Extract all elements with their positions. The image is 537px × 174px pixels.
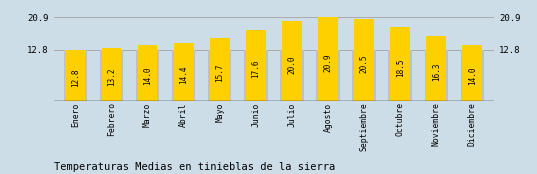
Bar	[425, 50, 448, 101]
Bar	[101, 48, 121, 101]
Bar	[63, 50, 87, 101]
Text: 15.7: 15.7	[215, 63, 224, 82]
Text: 13.2: 13.2	[107, 68, 116, 86]
Bar	[316, 50, 340, 101]
Bar	[354, 19, 374, 101]
Text: 14.0: 14.0	[468, 66, 477, 85]
Bar	[173, 43, 193, 101]
Bar	[172, 50, 195, 101]
Text: 14.0: 14.0	[143, 66, 152, 85]
Bar	[282, 21, 302, 101]
Bar	[137, 45, 157, 101]
Text: 12.8: 12.8	[71, 69, 80, 87]
Text: 20.9: 20.9	[323, 54, 332, 72]
Bar	[66, 50, 85, 101]
Bar	[210, 38, 230, 101]
Bar	[426, 35, 446, 101]
Bar	[208, 50, 231, 101]
Text: 20.0: 20.0	[287, 56, 296, 74]
Bar	[246, 30, 266, 101]
Text: 16.3: 16.3	[432, 62, 441, 81]
Bar	[388, 50, 412, 101]
Text: Temperaturas Medias en tinieblas de la sierra: Temperaturas Medias en tinieblas de la s…	[54, 162, 335, 172]
Bar	[244, 50, 267, 101]
Text: 14.4: 14.4	[179, 66, 188, 84]
Bar	[280, 50, 303, 101]
Bar	[136, 50, 159, 101]
Bar	[352, 50, 376, 101]
Bar	[461, 50, 484, 101]
Bar	[390, 27, 410, 101]
Text: 18.5: 18.5	[396, 58, 405, 77]
Bar	[100, 50, 123, 101]
Text: 17.6: 17.6	[251, 60, 260, 78]
Bar	[318, 17, 338, 101]
Bar	[462, 45, 482, 101]
Text: 20.5: 20.5	[360, 55, 368, 73]
